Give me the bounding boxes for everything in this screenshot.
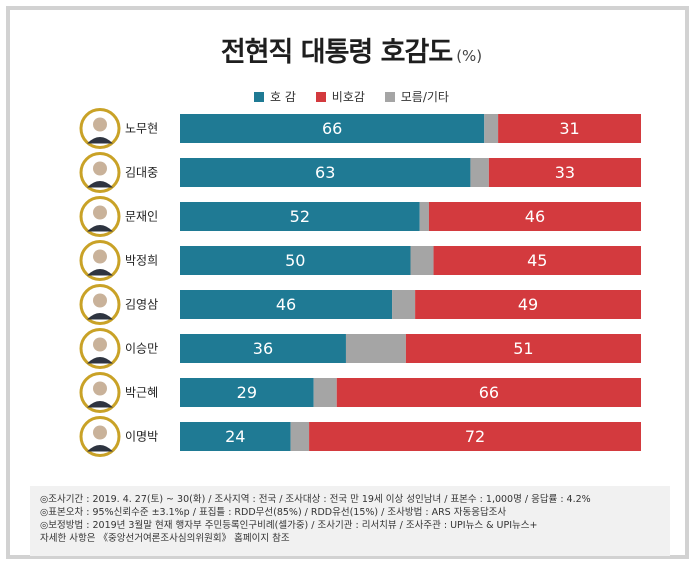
portrait-suit [87,445,113,452]
portrait-suit [87,269,113,276]
stacked-bar-chart: 노무현 66 31 김대중 63 33 문재인 52 46 박정희 50 45 김영삼 46 49 이승만 36… [79,108,641,457]
category-label: 김영삼 [125,298,158,312]
portrait-face [93,425,107,440]
bar-favorable [180,158,471,187]
chart-unit: (%) [456,47,483,65]
bar-other [345,334,406,363]
data-label-unfavorable: 51 [513,339,533,358]
category-label: 이명박 [125,430,158,444]
category-label: 노무현 [125,122,158,136]
data-label-unfavorable: 33 [555,163,575,182]
bar-unfavorable [309,422,641,451]
bar-unfavorable [336,378,641,407]
legend-item-unfavorable: 비호감 [315,88,365,105]
data-label-unfavorable: 66 [479,383,499,402]
bar-other [290,422,310,451]
bar-favorable [180,290,393,319]
portrait-face [93,337,107,352]
bar-favorable [180,202,420,231]
bar-favorable [180,114,485,143]
portrait-suit [87,313,113,320]
bar-other [470,158,489,187]
chart-title: 전현직 대통령 호감도 (%) [10,30,693,69]
portrait-face [93,381,107,396]
data-label-favorable: 29 [237,383,257,402]
legend-label-unfavorable: 비호감 [331,90,365,104]
bar-other [410,246,434,275]
data-label-unfavorable: 49 [518,295,538,314]
data-label-favorable: 63 [315,163,335,182]
legend-swatch-other [384,92,395,102]
survey-note-line: ◎보정방법 : 2019년 3월말 현재 행자부 주민등록인구비례(셀가중) /… [40,520,538,531]
data-label-favorable: 52 [290,207,310,226]
bar-favorable [180,378,314,407]
portrait-face [93,205,107,220]
legend-swatch-favorable [254,92,265,102]
bar-unfavorable [405,334,641,363]
portrait-suit [87,357,113,364]
data-label-unfavorable: 72 [465,427,485,446]
category-label: 이승만 [125,342,158,356]
bar-other [484,114,499,143]
bar-unfavorable [415,290,641,319]
chart-legend: 호 감 비호감 모름/기타 [10,88,693,105]
portrait-face [93,293,107,308]
data-label-favorable: 50 [285,251,305,270]
portrait-suit [87,181,113,188]
category-label: 김대중 [125,166,158,180]
legend-item-other: 모름/기타 [384,88,449,105]
legend-item-favorable: 호 감 [254,88,296,105]
data-label-unfavorable: 31 [559,119,579,138]
category-label: 박근혜 [125,386,158,400]
data-label-favorable: 24 [225,427,245,446]
portrait-face [93,117,107,132]
bar-other [419,202,429,231]
bar-unfavorable [433,246,641,275]
portrait-face [93,161,107,176]
bar-favorable [180,422,291,451]
data-label-unfavorable: 46 [525,207,545,226]
chart-title-text: 전현직 대통령 호감도 [220,37,453,68]
bar-other [313,378,337,407]
chart-frame: 전현직 대통령 호감도 (%) 호 감 비호감 모름/기타 노무현 66 31 김대중 6… [6,6,689,559]
data-label-favorable: 66 [322,119,342,138]
category-label: 문재인 [125,210,158,224]
bar-unfavorable [488,158,641,187]
bar-favorable [180,334,346,363]
legend-label-other: 모름/기타 [400,90,449,104]
portrait-suit [87,401,113,408]
data-label-favorable: 36 [253,339,273,358]
category-label: 박정희 [125,254,158,268]
bar-other [392,290,416,319]
survey-note-line: ◎표본오차 : 95%신뢰수준 ±3.1%p / 표집틀 : RDD무선(85%… [40,507,507,518]
portrait-suit [87,137,113,144]
data-label-unfavorable: 45 [527,251,547,270]
portrait-suit [87,225,113,232]
survey-notes: ◎조사기간 : 2019. 4. 27(토) ~ 30(화) / 조사지역 : … [30,486,670,556]
legend-label-favorable: 호 감 [270,90,296,104]
survey-note-line: 자세한 사항은 《중앙선거여론조사심의위원회》 홈페이지 참조 [40,533,290,544]
survey-note-line: ◎조사기간 : 2019. 4. 27(토) ~ 30(화) / 조사지역 : … [40,494,591,505]
bar-unfavorable [498,114,641,143]
bar-unfavorable [428,202,641,231]
bar-favorable [180,246,411,275]
data-label-favorable: 46 [276,295,296,314]
portrait-face [93,249,107,264]
legend-swatch-unfavorable [315,92,326,102]
